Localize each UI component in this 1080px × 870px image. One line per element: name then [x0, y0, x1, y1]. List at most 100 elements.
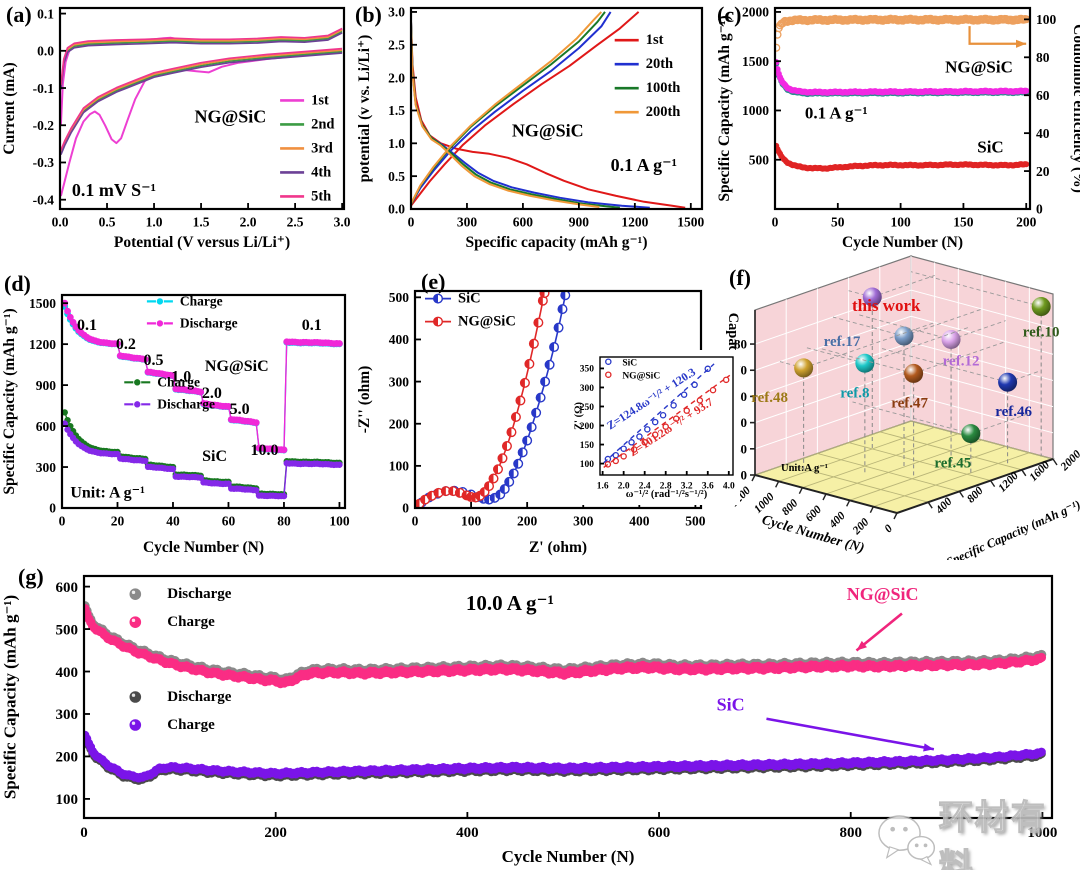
panel-a-cv-chart: 0.0 0.5 1.0 1.5 2.0 2.5 3.0 -0.4 -0.3 -0.2 -0.1 0.0… [1, 6, 351, 251]
svg-text:potential (v vs. Li/Li⁺): potential (v vs. Li/Li⁺) [356, 35, 373, 183]
watermark-text: 环材有料 [938, 797, 1047, 870]
svg-text:150: 150 [953, 215, 974, 230]
svg-text:200: 200 [517, 514, 538, 529]
svg-text:NG@SiC: NG@SiC [205, 358, 269, 375]
svg-text:Z' (ohm): Z' (ohm) [529, 539, 587, 556]
svg-text:150: 150 [580, 441, 595, 451]
svg-text:100: 100 [329, 514, 350, 529]
svg-text:4.0: 4.0 [723, 482, 735, 492]
svg-text:60: 60 [222, 514, 236, 529]
svg-text:Specific Capacity (mAh g⁻¹): Specific Capacity (mAh g⁻¹) [944, 497, 1080, 560]
svg-text:100: 100 [389, 459, 410, 474]
svg-text:Speeific Capacity (mAh g⁻¹): Speeific Capacity (mAh g⁻¹) [0, 595, 19, 799]
svg-text:ref.48: ref.48 [751, 390, 788, 406]
svg-text:0.5: 0.5 [144, 352, 164, 369]
svg-text:1.0: 1.0 [146, 215, 163, 230]
svg-text:Coulombic efficiency (%): Coulombic efficiency (%) [1070, 24, 1080, 193]
svg-text:3.6: 3.6 [702, 482, 714, 492]
svg-text:1200: 1200 [621, 215, 648, 230]
svg-text:-Z'' (ohm): -Z'' (ohm) [356, 366, 373, 434]
svg-text:0.0: 0.0 [52, 215, 69, 230]
svg-text:1200: 1200 [29, 337, 56, 352]
svg-text:350: 350 [580, 365, 595, 375]
svg-text:20: 20 [1036, 164, 1050, 179]
svg-text:0: 0 [408, 215, 415, 230]
svg-text:3.2: 3.2 [681, 482, 693, 492]
svg-text:Cycle Number (N): Cycle Number (N) [143, 539, 264, 556]
svg-text:0: 0 [1036, 202, 1043, 217]
svg-text:4th: 4th [311, 164, 331, 180]
svg-text:100: 100 [461, 514, 482, 529]
svg-text:0.0: 0.0 [388, 202, 405, 217]
panel-b-label: (b) [355, 2, 382, 27]
svg-text:40: 40 [166, 514, 180, 529]
svg-text:ref.47: ref.47 [891, 395, 928, 411]
svg-text:200: 200 [389, 416, 410, 431]
svg-text:0.0: 0.0 [37, 44, 54, 59]
svg-text:-0.3: -0.3 [33, 155, 55, 170]
svg-text:0: 0 [49, 501, 56, 516]
svg-text:2.0: 2.0 [240, 215, 257, 230]
svg-text:SiC: SiC [622, 359, 637, 369]
svg-text:600: 600 [648, 825, 671, 841]
svg-text:2.0: 2.0 [202, 385, 222, 402]
svg-text:1000: 1000 [742, 103, 769, 118]
panel-d-rate-chart: 0 20 40 60 80 100 0 300 600 900 1200 1500 Cycle Numb… [1, 293, 350, 556]
svg-text:Potential (V versus Li/Li⁺): Potential (V versus Li/Li⁺) [114, 234, 290, 251]
svg-text:300: 300 [573, 514, 594, 529]
svg-text:300: 300 [580, 384, 595, 394]
svg-text:NG@SiC: NG@SiC [945, 57, 1013, 76]
svg-text:300: 300 [389, 374, 410, 389]
svg-text:0: 0 [59, 514, 66, 529]
svg-text:ref.12: ref.12 [943, 354, 980, 370]
svg-text:1.5: 1.5 [388, 103, 405, 118]
svg-text:600: 600 [803, 503, 824, 524]
svg-text:500: 500 [389, 290, 410, 305]
svg-text:10.0 A g⁻¹: 10.0 A g⁻¹ [466, 591, 554, 615]
svg-text:NG@SiC: NG@SiC [512, 121, 584, 141]
svg-text:SiC: SiC [717, 694, 745, 714]
svg-text:Discharge: Discharge [167, 586, 231, 602]
svg-text:500: 500 [56, 622, 79, 638]
svg-text:1500: 1500 [29, 296, 56, 311]
svg-text:400: 400 [629, 514, 650, 529]
svg-text:0.2: 0.2 [116, 336, 136, 353]
svg-text:200th: 200th [646, 104, 681, 120]
svg-text:600: 600 [36, 419, 57, 434]
svg-text:1st: 1st [646, 32, 664, 48]
svg-text:Cycle Number (N): Cycle Number (N) [502, 847, 635, 866]
wechat-icon [878, 815, 936, 866]
svg-text:80: 80 [277, 514, 291, 529]
svg-text:ref.45: ref.45 [934, 456, 971, 472]
svg-text:Specific Capacity (mAh g⁻¹): Specific Capacity (mAh g⁻¹) [1, 308, 18, 494]
svg-text:this work: this work [852, 296, 921, 315]
svg-text:900: 900 [36, 378, 57, 393]
svg-text:0.1 A g⁻¹: 0.1 A g⁻¹ [611, 155, 677, 175]
svg-text:200: 200 [850, 516, 872, 538]
svg-text:Discharge: Discharge [167, 689, 231, 705]
svg-text:0.5: 0.5 [99, 215, 116, 230]
svg-text:Discharge: Discharge [157, 396, 215, 411]
svg-text:10.0: 10.0 [251, 442, 279, 459]
panel-a-label: (a) [6, 2, 32, 27]
svg-text:500: 500 [749, 152, 770, 167]
svg-text:-0.1: -0.1 [33, 81, 55, 96]
panel-g: (g) 0 200 400 600 800 1000 100 200 300 400 500 600 C… [0, 560, 1080, 870]
svg-text:1000: 1000 [1027, 825, 1057, 841]
svg-text:NG@SiC: NG@SiC [847, 584, 919, 604]
panel-c-label: (c) [717, 2, 742, 27]
svg-text:5th: 5th [311, 188, 331, 204]
svg-text:600: 600 [513, 215, 534, 230]
svg-text:2000: 2000 [1058, 448, 1080, 474]
svg-text:2nd: 2nd [311, 116, 334, 132]
svg-text:100: 100 [580, 460, 595, 470]
svg-text:100th: 100th [646, 80, 681, 96]
svg-text:20th: 20th [646, 56, 673, 72]
svg-text:300: 300 [36, 460, 57, 475]
svg-text:0: 0 [772, 215, 779, 230]
svg-text:100: 100 [890, 215, 911, 230]
svg-text:5.0: 5.0 [230, 401, 250, 418]
svg-text:Unit:A g⁻¹: Unit:A g⁻¹ [781, 463, 828, 474]
svg-text:ref.8: ref.8 [840, 385, 869, 401]
svg-text:800: 800 [839, 825, 862, 841]
